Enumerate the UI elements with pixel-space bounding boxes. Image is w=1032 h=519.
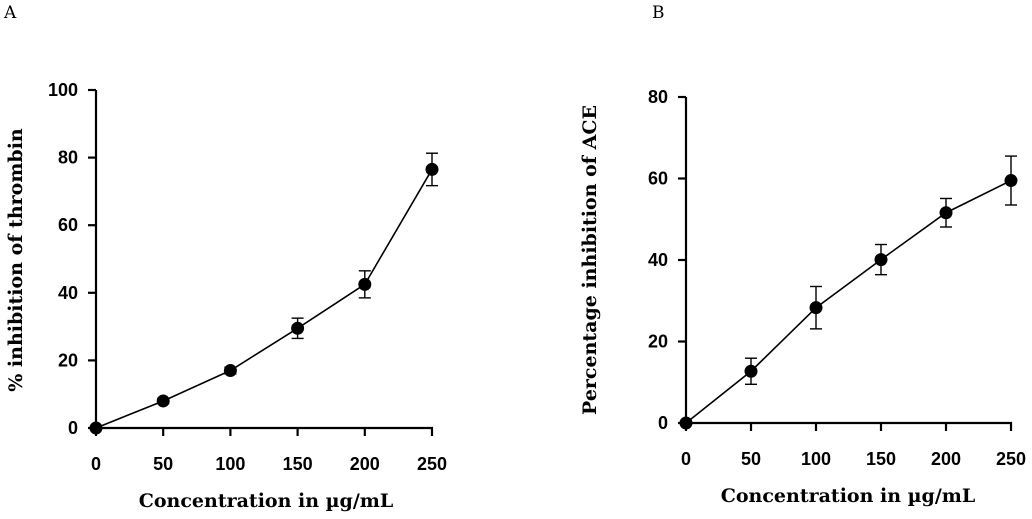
x-tick-label-b: 200: [931, 449, 961, 469]
data-point-b: [744, 364, 758, 378]
data-point-a: [358, 277, 372, 291]
y-tick-label-a: 40: [58, 283, 78, 303]
data-point-b: [679, 416, 693, 430]
data-point-a: [291, 321, 305, 335]
y-tick-label-b: 60: [648, 169, 668, 189]
x-tick-label-b: 250: [996, 449, 1026, 469]
panel-b: B Concentration in µg/mL Percentage inhi…: [579, 3, 1026, 507]
data-point-a: [156, 394, 170, 408]
x-tick-label-a: 50: [153, 454, 173, 474]
x-axis-title-a: Concentration in µg/mL: [139, 490, 394, 512]
y-tick-label-a: 60: [58, 215, 78, 235]
y-tick-label-b: 40: [648, 250, 668, 270]
data-point-a: [425, 162, 439, 176]
y-tick-label-a: 80: [58, 148, 78, 168]
data-point-b: [1004, 174, 1018, 188]
data-point-b: [809, 301, 823, 315]
x-tick-label-b: 50: [741, 449, 761, 469]
data-point-b: [939, 206, 953, 220]
y-tick-label-b: 80: [648, 87, 668, 107]
x-tick-label-a: 150: [283, 454, 313, 474]
y-tick-label-b: 20: [648, 332, 668, 352]
data-point-a: [223, 364, 237, 378]
x-axis-title-b: Concentration in µg/mL: [721, 485, 976, 507]
series-line-b: [685, 179, 1012, 424]
data-point-b: [874, 253, 888, 267]
x-tick-label-a: 100: [215, 454, 245, 474]
x-tick-label-b: 150: [866, 449, 896, 469]
x-tick-label-b: 0: [681, 449, 691, 469]
y-tick-label-a: 20: [58, 350, 78, 370]
y-axis-title-b: Percentage inhibition of ACE: [579, 105, 601, 415]
x-tick-label-a: 0: [91, 454, 101, 474]
x-tick-label-a: 200: [350, 454, 380, 474]
panel-a: A Concentration in µg/mL % inhibition of…: [3, 3, 447, 512]
y-axis-title-a: % inhibition of thrombin: [5, 128, 27, 392]
data-point-a: [89, 421, 103, 435]
panel-label-b: B: [652, 3, 665, 23]
panel-label-a: A: [3, 3, 17, 23]
x-tick-label-b: 100: [801, 449, 831, 469]
y-tick-label-a: 0: [68, 418, 78, 438]
series-line-a: [95, 169, 433, 429]
y-tick-label-b: 0: [658, 413, 668, 433]
x-tick-label-a: 250: [417, 454, 447, 474]
y-tick-label-a: 100: [48, 80, 78, 100]
